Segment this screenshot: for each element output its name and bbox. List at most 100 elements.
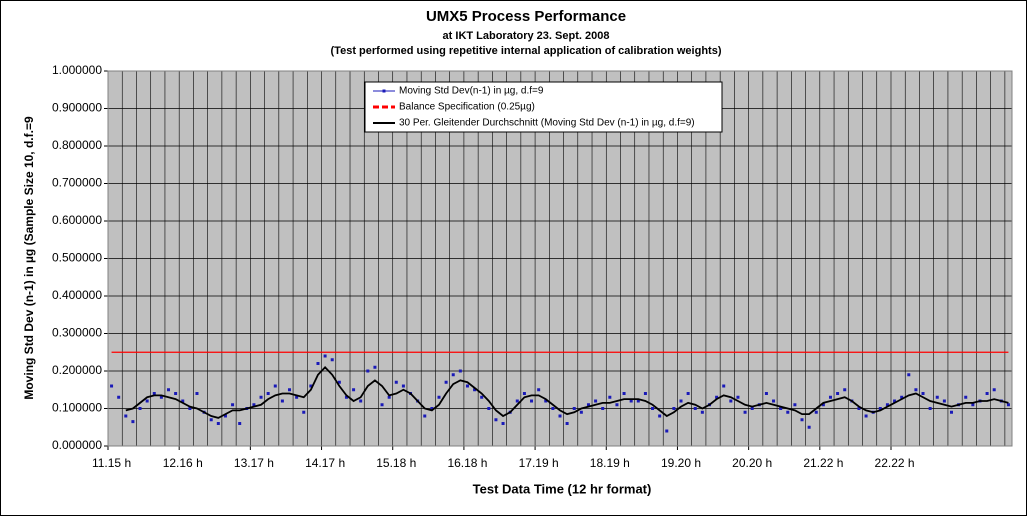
y-tick-label: 1.000000 [52, 63, 102, 77]
data-point [821, 403, 825, 407]
data-point [700, 410, 704, 414]
data-point [394, 380, 398, 384]
data-point [779, 407, 783, 410]
data-point [729, 399, 733, 403]
data-point [921, 392, 925, 395]
data-point [231, 403, 235, 407]
data-point [302, 410, 306, 414]
data-point [145, 399, 149, 403]
data-point [323, 354, 327, 358]
data-point [159, 395, 163, 399]
data-point [188, 407, 192, 410]
data-point [288, 388, 292, 392]
data-point [914, 388, 918, 392]
y-tick-label: 0.700000 [52, 176, 102, 190]
data-point [786, 410, 790, 414]
x-tick-label: 15.18 h [376, 456, 416, 470]
x-tick-label: 17.19 h [519, 456, 559, 470]
data-point [344, 395, 348, 399]
chart-subtitle: (Test performed using repetitive interna… [331, 45, 722, 57]
data-point [636, 399, 640, 403]
data-point [722, 384, 726, 388]
data-point [828, 395, 832, 399]
y-tick-label: 0.500000 [52, 251, 102, 265]
legend-label: Balance Specification (0.25µg) [399, 102, 535, 113]
data-point [451, 373, 455, 377]
data-point [423, 414, 427, 418]
data-point [807, 425, 811, 429]
data-point [501, 422, 505, 425]
data-point [736, 395, 740, 399]
data-point [651, 407, 655, 410]
data-point [252, 403, 256, 407]
data-point [487, 407, 491, 410]
data-point [465, 384, 469, 388]
data-point [387, 395, 391, 399]
data-point [935, 395, 939, 399]
data-point [110, 384, 114, 388]
data-point [900, 395, 904, 399]
data-point [928, 407, 932, 410]
data-point [679, 399, 683, 403]
plot-border [107, 70, 1013, 447]
data-point [473, 388, 477, 392]
data-point [885, 403, 889, 407]
data-point [266, 392, 270, 395]
data-point [715, 395, 719, 399]
data-point [280, 399, 284, 403]
data-point [558, 414, 562, 418]
data-point [515, 399, 519, 403]
data-point [537, 388, 541, 392]
chart-subtitle: at IKT Laboratory 23. Sept. 2008 [443, 30, 610, 42]
legend-box [364, 81, 723, 133]
data-point [893, 399, 897, 403]
data-point [693, 407, 697, 410]
data-point [586, 403, 590, 407]
data-point [615, 403, 619, 407]
y-tick-label: 0.600000 [52, 213, 102, 227]
data-point [942, 399, 946, 403]
data-point [401, 384, 405, 388]
legend-label: 30 Per. Gleitender Durchschnitt (Moving … [399, 118, 695, 129]
x-tick-label: 18.19 h [590, 456, 630, 470]
x-tick-label: 19.20 h [661, 456, 701, 470]
data-point [273, 384, 277, 388]
data-point [608, 395, 612, 399]
data-point [138, 407, 142, 410]
data-point [124, 414, 128, 418]
data-point [658, 414, 662, 418]
data-point [836, 392, 840, 395]
data-point [458, 369, 462, 373]
y-tick-label: 0.100000 [52, 401, 102, 415]
legend-label: Moving Std Dev(n-1) in µg, d.f=9 [399, 86, 544, 97]
data-point [971, 403, 975, 407]
data-point [352, 388, 356, 392]
data-point [359, 399, 363, 403]
data-point [551, 407, 555, 410]
x-axis-label: Test Data Time (12 hr format) [473, 481, 652, 496]
x-tick-label: 20.20 h [732, 456, 772, 470]
data-point [579, 410, 583, 414]
y-tick-label: 0.400000 [52, 288, 102, 302]
data-point [864, 414, 868, 418]
data-point [295, 395, 299, 399]
y-axis-label: Moving Std Dev (n-1) in µg (Sample Size … [22, 116, 36, 400]
y-tick-label: 0.000000 [52, 438, 102, 452]
x-tick-label: 14.17 h [305, 456, 345, 470]
data-point [223, 414, 227, 418]
series-line [125, 365, 1009, 419]
x-tick-label: 11.15 h [92, 456, 131, 470]
data-point [167, 388, 171, 392]
data-point [316, 362, 320, 365]
data-point [152, 392, 156, 395]
data-point [672, 407, 676, 410]
data-point [366, 369, 370, 373]
data-point [494, 418, 498, 422]
data-point [522, 392, 526, 395]
data-point [622, 392, 626, 395]
data-point [117, 395, 121, 399]
data-point [857, 407, 861, 410]
data-point [444, 380, 448, 384]
data-point [565, 422, 569, 425]
